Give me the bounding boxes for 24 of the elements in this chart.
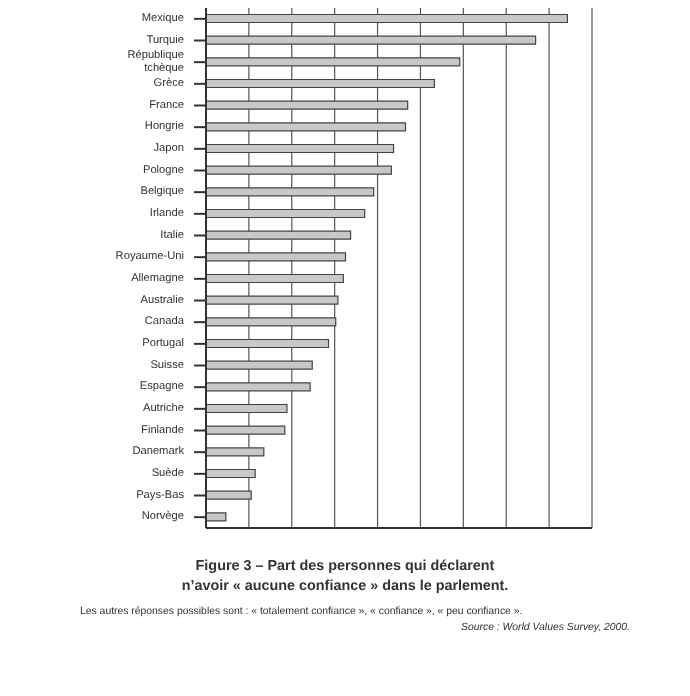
bar [206, 425, 286, 435]
bar [206, 57, 461, 67]
bar [206, 447, 265, 457]
bar [206, 295, 339, 305]
bar [206, 13, 569, 24]
bar [206, 360, 313, 370]
bar [206, 468, 256, 479]
bar [206, 143, 395, 154]
bar [206, 230, 352, 240]
bar [206, 100, 409, 110]
bar [206, 208, 366, 219]
bar [206, 490, 252, 500]
bar [206, 382, 311, 392]
bar [206, 252, 347, 262]
bar [206, 317, 337, 327]
bar [206, 338, 330, 349]
bar [206, 165, 393, 175]
bar [206, 273, 344, 284]
bar [206, 35, 537, 45]
bar [206, 512, 227, 522]
bar [206, 78, 436, 89]
bar [206, 403, 288, 414]
bar [206, 187, 375, 197]
bar [206, 122, 407, 132]
